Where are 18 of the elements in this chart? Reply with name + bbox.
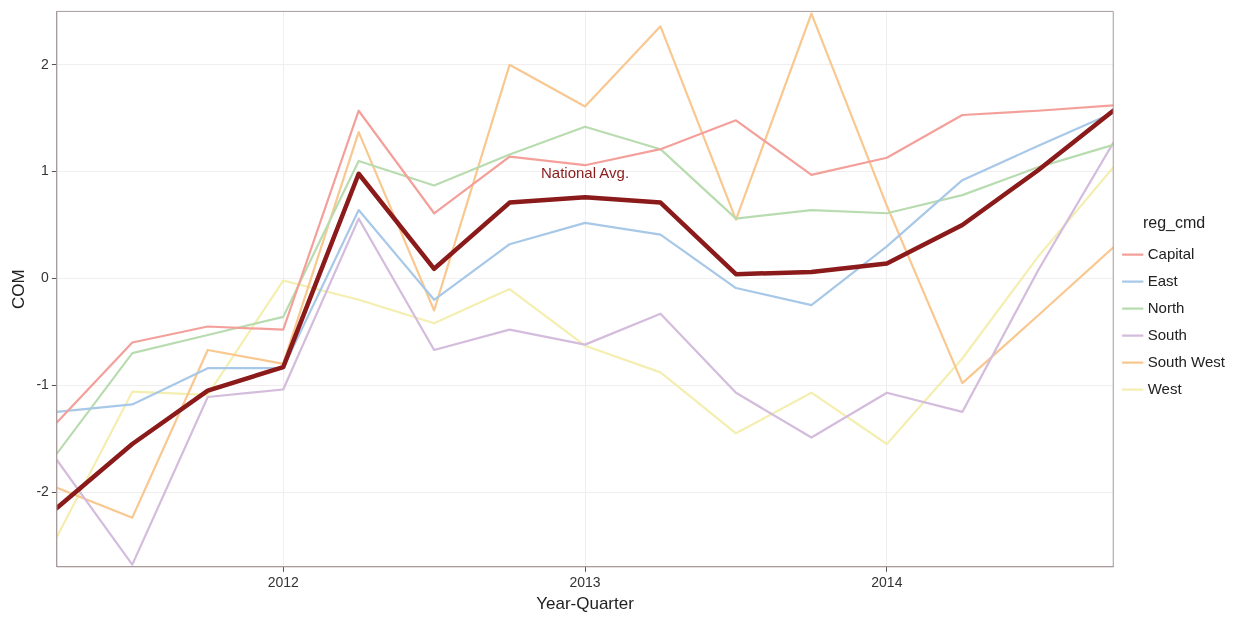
legend-label: South West [1147,352,1226,370]
legend-label: West [1147,379,1183,397]
legend-label: North [1147,298,1185,316]
legend-label: South [1147,325,1187,343]
y-tick-label: 0 [41,269,50,286]
y-tick-label: 2 [41,55,50,72]
x-axis-title: Year-Quarter [536,594,635,614]
legend-title: reg_cmd [1142,214,1206,233]
y-tick-label: -2 [36,482,50,499]
x-tick-label: 2013 [569,574,601,591]
y-axis-title: COM [8,269,28,309]
legend-label: East [1147,271,1179,289]
annotation: National Avg. [540,163,630,181]
x-tick-label: 2014 [871,574,903,591]
x-tick-label: 2012 [267,574,299,591]
y-tick-label: 1 [41,162,50,179]
legend-label: Capital [1147,244,1195,262]
y-tick-label: -1 [36,376,50,393]
